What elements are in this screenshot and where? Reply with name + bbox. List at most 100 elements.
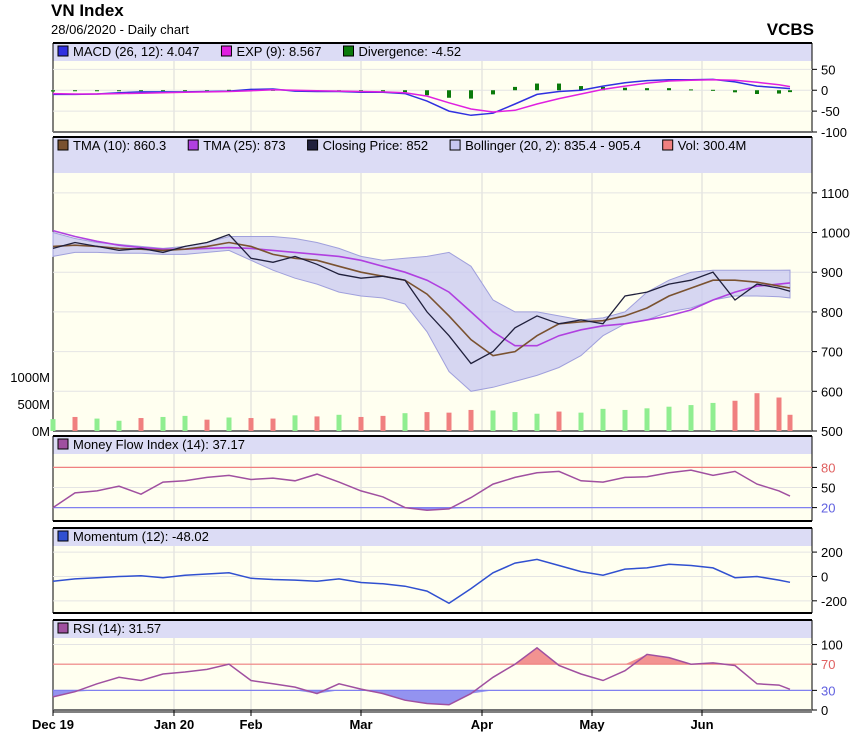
- volume-tick-label: 500M: [17, 397, 50, 412]
- momentum-line: [52, 558, 791, 605]
- divergence-bar: [689, 89, 693, 91]
- volume-bar: [358, 416, 364, 431]
- price-legend-label: Vol: 300.4M: [678, 138, 747, 153]
- volume-bar: [94, 418, 100, 431]
- mfi-legend-bar: [53, 436, 812, 454]
- divergence-bar: [579, 86, 583, 91]
- mfi-ytick-label: 50: [821, 481, 835, 496]
- closing-price-line: [52, 233, 791, 365]
- tma-10--line: [52, 241, 791, 357]
- macd-ytick-label: -50: [821, 104, 840, 119]
- divergence-bar: [788, 90, 792, 93]
- volume-bar: [512, 412, 518, 431]
- rsi-ytick-label: 0: [821, 703, 828, 718]
- macd-ytick-label: 50: [821, 62, 835, 77]
- volume-bar: [710, 402, 716, 431]
- divergence-bar: [645, 88, 649, 91]
- volume-bar: [490, 410, 496, 431]
- volume-bar: [402, 413, 408, 431]
- volume-bar: [226, 417, 232, 431]
- macd-legend-swatch: [220, 45, 232, 57]
- divergence-bar: [667, 88, 671, 91]
- x-tick-label: Feb: [239, 717, 262, 732]
- volume-bar: [424, 412, 430, 431]
- macd-legend-label: EXP (9): 8.567: [236, 44, 321, 59]
- chart-title: VN Index: [51, 1, 124, 20]
- price-ytick-label: 900: [821, 265, 843, 280]
- divergence-bar: [777, 90, 781, 94]
- volume-bar: [600, 408, 606, 431]
- price-legend-swatch: [57, 139, 69, 151]
- volume-bar: [468, 409, 474, 431]
- volume-bar: [160, 416, 166, 431]
- rsi-ytick-label: 30: [821, 683, 835, 698]
- x-tick-label: May: [579, 717, 605, 732]
- momentum-legend-swatch: [57, 530, 69, 542]
- volume-bar: [336, 414, 342, 431]
- price-legend-swatch: [662, 139, 674, 151]
- volume-bar: [50, 419, 56, 431]
- mfi-ytick-label: 80: [821, 460, 835, 475]
- macd-ytick-label: 0: [821, 83, 828, 98]
- volume-bar: [754, 393, 760, 431]
- price-legend-label: Bollinger (20, 2): 835.4 - 905.4: [465, 138, 641, 153]
- mfi-line: [52, 469, 791, 512]
- divergence-bar: [117, 90, 121, 92]
- mfi-ytick-label: 20: [821, 501, 835, 516]
- divergence-bar: [183, 90, 187, 92]
- x-tick-label: Jun: [690, 717, 713, 732]
- price-legend-bar: [53, 137, 812, 173]
- price-legend-swatch: [307, 139, 319, 151]
- divergence-bar: [755, 90, 759, 94]
- volume-tick-label: 1000M: [10, 370, 50, 385]
- mfi-legend-label: Money Flow Index (14): 37.17: [73, 437, 245, 452]
- divergence-bar: [469, 90, 473, 99]
- volume-bar: [666, 406, 672, 431]
- divergence-bar: [73, 90, 77, 92]
- price-ytick-label: 700: [821, 345, 843, 360]
- volume-bar: [292, 415, 298, 431]
- volume-bar: [446, 412, 452, 431]
- volume-bar: [732, 400, 738, 431]
- momentum-legend-label: Momentum (12): -48.02: [73, 529, 209, 544]
- x-tick-label: Dec 19: [32, 717, 74, 732]
- volume-bar: [380, 415, 386, 431]
- divergence-bar: [535, 83, 539, 91]
- volume-bar: [116, 420, 122, 431]
- divergence-bar: [623, 87, 627, 91]
- divergence-bar: [733, 90, 737, 93]
- volume-bar: [204, 419, 210, 431]
- divergence-bar: [227, 89, 231, 91]
- x-tick-label: Mar: [349, 717, 372, 732]
- divergence-bar: [403, 90, 407, 93]
- macd-legend-label: Divergence: -4.52: [359, 44, 462, 59]
- divergence-bar: [205, 90, 209, 92]
- volume-bar: [314, 416, 320, 431]
- price-ytick-label: 1000: [821, 226, 850, 241]
- momentum-ytick-label: -200: [821, 594, 847, 609]
- price-legend-swatch: [187, 139, 199, 151]
- price-legend-swatch: [449, 139, 461, 151]
- macd-ytick-label: -100: [821, 125, 847, 140]
- divergence-bar: [711, 89, 715, 91]
- price-legend-label: Closing Price: 852: [323, 138, 429, 153]
- divergence-bar: [139, 90, 143, 92]
- divergence-bar: [601, 86, 605, 91]
- volume-bar: [248, 418, 254, 431]
- macd-legend-swatch: [57, 45, 69, 57]
- price-ytick-label: 800: [821, 305, 843, 320]
- volume-bar: [688, 405, 694, 431]
- rsi-ytick-label: 70: [821, 657, 835, 672]
- price-ytick-label: 1100: [821, 186, 849, 201]
- divergence-bar: [513, 86, 517, 91]
- divergence-bar: [491, 90, 495, 95]
- rsi-oversold-fill: [53, 690, 790, 705]
- volume-bar: [138, 418, 144, 431]
- mfi-legend-swatch: [57, 438, 69, 450]
- macd-legend-bar: [53, 43, 812, 61]
- volume-bar: [182, 415, 188, 431]
- rsi-legend-label: RSI (14): 31.57: [73, 621, 161, 636]
- volume-bar: [578, 412, 584, 431]
- exp-9-line: [52, 79, 791, 113]
